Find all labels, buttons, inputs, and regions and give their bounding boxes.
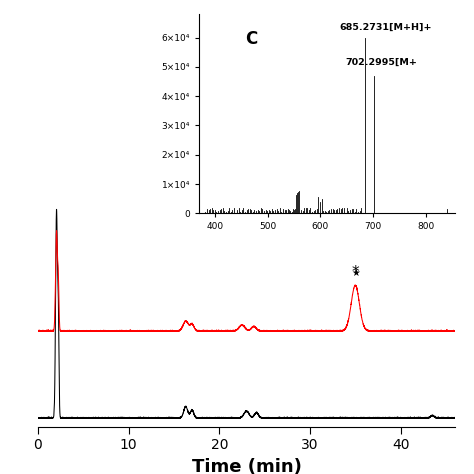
Text: 702.2995[M+: 702.2995[M+	[346, 58, 418, 67]
Text: *: *	[352, 264, 359, 280]
Text: C: C	[245, 30, 257, 48]
Text: ★: ★	[351, 267, 360, 277]
Text: 685.2731[M+H]+: 685.2731[M+H]+	[339, 23, 431, 32]
X-axis label: Time (min): Time (min)	[191, 458, 301, 474]
